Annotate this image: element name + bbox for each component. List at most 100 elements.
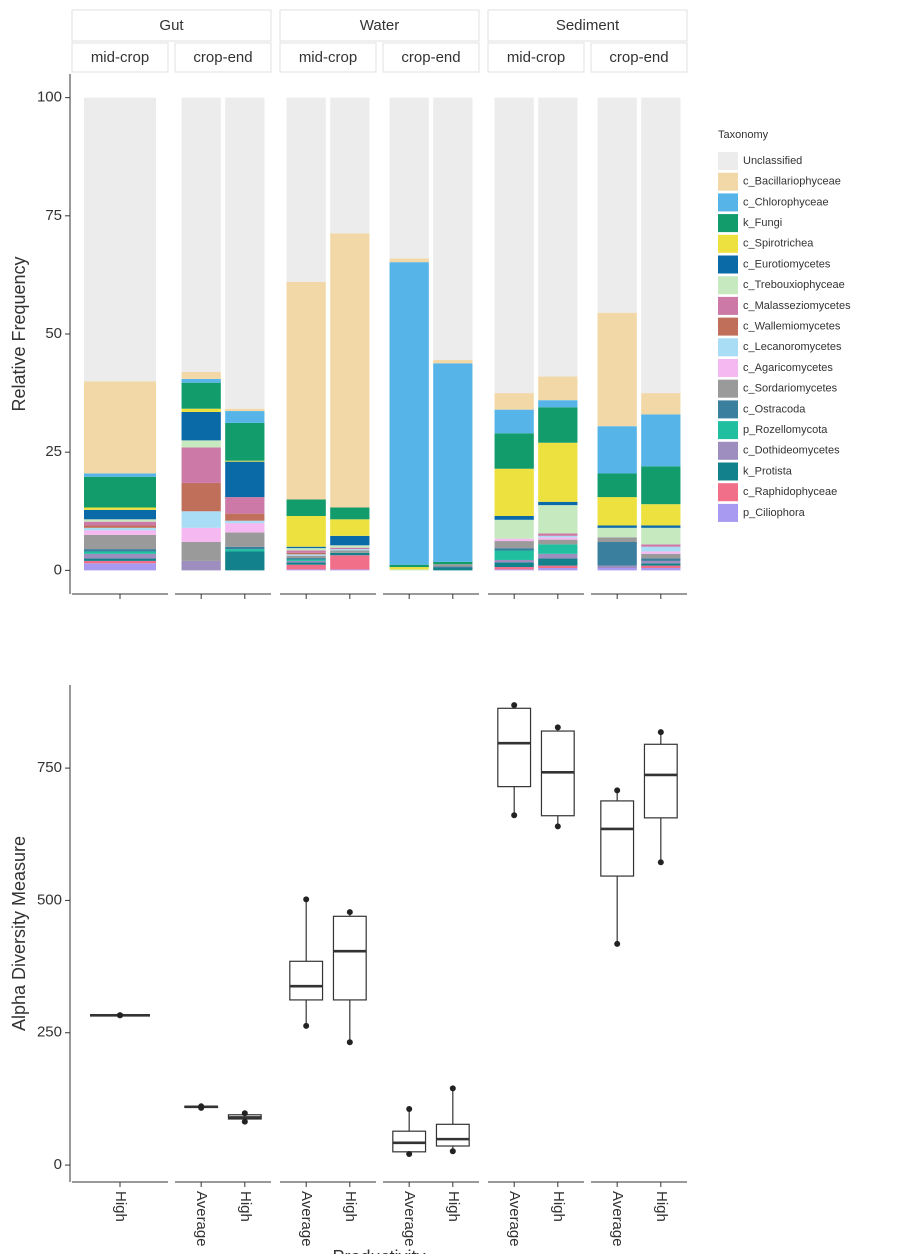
bar-segment bbox=[494, 468, 534, 516]
panel-strip bbox=[487, 42, 585, 73]
bar-segment bbox=[286, 564, 326, 570]
bar-segment bbox=[641, 558, 681, 561]
bar-segment bbox=[389, 258, 429, 263]
y-tick-label: 75 bbox=[45, 207, 62, 224]
legend-label: p_Ciliophora bbox=[743, 507, 806, 519]
point-max bbox=[511, 702, 518, 709]
bar-segment bbox=[389, 97, 429, 259]
bar-segment bbox=[84, 527, 156, 531]
bar-segment bbox=[330, 552, 370, 556]
bar-segment bbox=[330, 555, 370, 570]
point-max bbox=[198, 1103, 205, 1110]
legend-title: Taxonomy bbox=[718, 129, 769, 141]
legend-label: c_Spirotrichea bbox=[743, 238, 814, 250]
y-axis-title: Relative Frequency bbox=[9, 256, 29, 411]
bar-segment bbox=[225, 411, 265, 423]
bar-segment bbox=[597, 426, 637, 474]
bar-segment bbox=[286, 562, 326, 565]
legend-swatch bbox=[718, 193, 738, 212]
bar-segment bbox=[286, 516, 326, 547]
bar-segment bbox=[84, 563, 156, 571]
x-tick-label: Average bbox=[401, 1191, 418, 1247]
bar-segment bbox=[641, 563, 681, 566]
x-tick-label: High bbox=[112, 1191, 129, 1222]
bar-segment bbox=[286, 552, 326, 555]
bar-segment bbox=[494, 569, 534, 571]
bar-segment bbox=[538, 533, 578, 536]
legend-label: c_Trebouxiophyceae bbox=[743, 279, 845, 291]
bar-segment bbox=[389, 564, 429, 568]
bar-segment bbox=[597, 542, 637, 566]
legend-swatch bbox=[718, 483, 738, 502]
legend-label: c_Sordariomycetes bbox=[743, 383, 838, 395]
point-min bbox=[303, 1022, 310, 1029]
legend-swatch bbox=[718, 276, 738, 295]
bar-segment bbox=[330, 545, 370, 548]
bar-segment bbox=[538, 558, 578, 566]
bar-segment bbox=[494, 541, 534, 549]
x-axis-title: Productivity bbox=[332, 1247, 425, 1254]
point-max bbox=[117, 1012, 123, 1019]
bar-segment bbox=[330, 97, 370, 234]
bar-segment bbox=[389, 262, 429, 565]
panel-label: crop-end bbox=[401, 49, 460, 66]
bar-segment bbox=[181, 482, 221, 512]
bar-segment bbox=[641, 553, 681, 559]
bar-segment bbox=[286, 554, 326, 556]
y-tick-label: 500 bbox=[37, 891, 62, 908]
bar-segment bbox=[84, 525, 156, 528]
box bbox=[289, 960, 324, 1001]
facet-label: Sediment bbox=[556, 17, 620, 34]
x-tick-label: High bbox=[653, 1191, 670, 1222]
bar-segment bbox=[641, 560, 681, 564]
panel-label: mid-crop bbox=[91, 49, 149, 66]
point-min bbox=[241, 1118, 248, 1125]
box bbox=[497, 707, 532, 788]
y-tick-label: 100 bbox=[37, 89, 62, 106]
bar-segment bbox=[433, 561, 473, 565]
panel-strip bbox=[590, 42, 688, 73]
bar-segment bbox=[641, 527, 681, 545]
bar-segment bbox=[494, 97, 534, 394]
bar-segment bbox=[641, 565, 681, 568]
bar-segment bbox=[181, 542, 221, 561]
bar-segment bbox=[84, 549, 156, 552]
legend-swatch bbox=[718, 317, 738, 336]
bar-segment bbox=[538, 400, 578, 408]
bar-segment bbox=[597, 312, 637, 427]
legend-swatch bbox=[718, 234, 738, 253]
bar-segment bbox=[84, 560, 156, 564]
bar-segment bbox=[225, 497, 265, 514]
bar-segment bbox=[181, 560, 221, 571]
point-min bbox=[554, 823, 561, 830]
legend-swatch bbox=[718, 359, 738, 377]
bar-segment bbox=[286, 560, 326, 563]
bar-segment bbox=[597, 527, 637, 538]
bar-segment bbox=[225, 97, 265, 409]
legend-swatch bbox=[718, 255, 738, 274]
bar-segment bbox=[494, 433, 534, 469]
bar-segment bbox=[597, 565, 637, 568]
bar-segment bbox=[641, 525, 681, 528]
bar-segment bbox=[286, 282, 326, 500]
bar-segment bbox=[84, 97, 156, 382]
legend-label: c_Bacillariophyceae bbox=[743, 176, 841, 188]
bar-segment bbox=[84, 507, 156, 510]
bar-segment bbox=[225, 551, 265, 571]
bar-segment bbox=[225, 520, 265, 524]
bar-segment bbox=[597, 525, 637, 528]
bar-segment bbox=[494, 550, 534, 560]
bar-segment bbox=[433, 566, 473, 568]
legend-label: c_Dothideomycetes bbox=[743, 445, 840, 457]
box bbox=[435, 1123, 470, 1147]
bar-segment bbox=[330, 569, 370, 571]
bar-segment bbox=[597, 537, 637, 542]
bar-segment bbox=[181, 440, 221, 448]
bar-segment bbox=[494, 548, 534, 551]
bar-segment bbox=[181, 527, 221, 542]
y-tick-label: 50 bbox=[45, 325, 62, 342]
bar-segment bbox=[84, 509, 156, 520]
bar-segment bbox=[433, 97, 473, 361]
x-tick-label: Average bbox=[609, 1191, 626, 1247]
